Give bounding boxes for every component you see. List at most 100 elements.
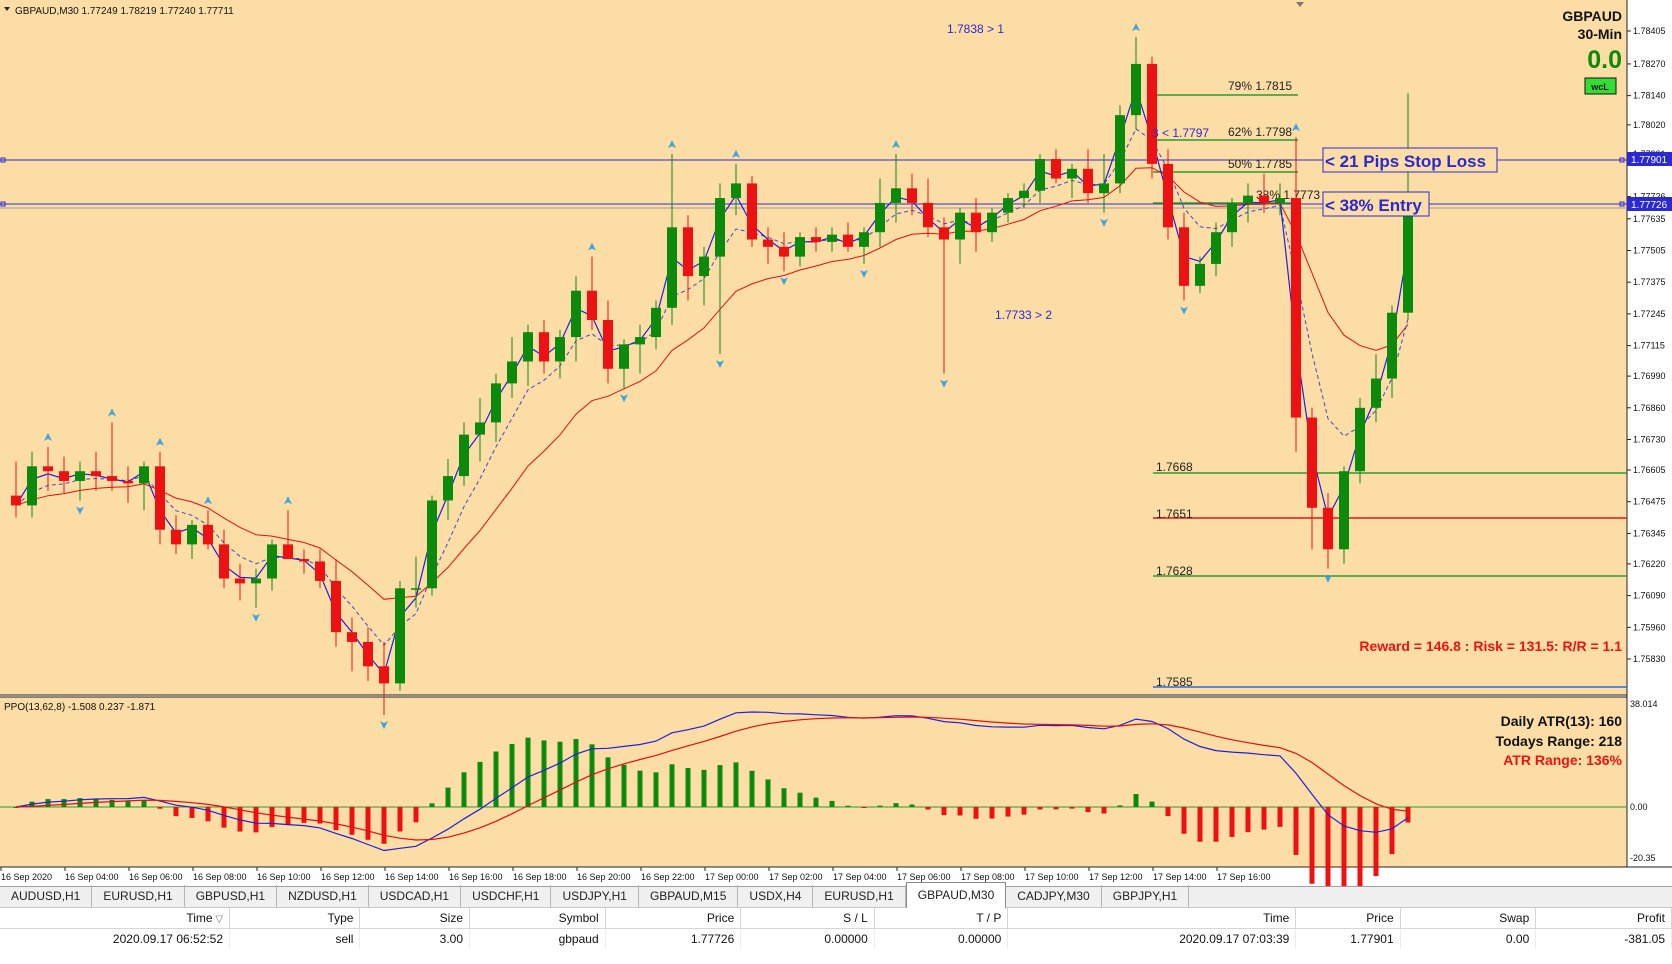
price-chart[interactable]: 79% 1.7815 62% 1.7798 50% 1.7785 38% 1.7… [0,0,1672,886]
ppo-histogram-bar [125,801,131,807]
candle-body [187,524,197,545]
ppo-histogram-bar [573,739,579,807]
time-axis[interactable]: 16 Sep 2020 16 Sep 04:00 16 Sep 06:00 16 Se… [0,867,1271,882]
candle-body [619,344,629,369]
level-label-2: 1.7651 [1156,507,1193,521]
ppo-histogram-bar [957,807,963,816]
trade-col-symbol[interactable]: Symbol [469,908,606,929]
ppo-fast-line [15,711,1409,852]
tab-audusd-h1[interactable]: AUDUSD,H1 [0,885,93,907]
tab-usdcad-h1[interactable]: USDCAD,H1 [369,885,462,907]
trade-cell: -381.05 [1535,928,1672,949]
tab-gbpjpy-h1[interactable]: GBPJPY,H1 [1102,885,1190,907]
trade-col-profit[interactable]: Profit [1535,908,1672,929]
ppo-title: PPO(13,62,8) -1.508 0.237 -1.871 [4,702,156,713]
ppo-histogram-bar [909,804,915,807]
candle-body [1387,312,1397,379]
candle-body [203,524,213,545]
price-tick-label: 1.76475 [1633,497,1666,507]
candle-body [971,212,981,233]
time-tick-label: 16 Sep 14:00 [385,872,439,882]
trade-row[interactable]: 2020.09.17 06:52:52 sell 3.00 gbpaud 1.77726… [0,928,1672,949]
stop-loss-handle-right[interactable] [1619,157,1625,163]
level-label-3: 1.7628 [1156,564,1193,578]
fib-79-price: 1.7815 [1255,79,1292,93]
chart-menu-icon[interactable] [4,7,10,11]
trade-col-t-p[interactable]: T / P [874,908,1009,929]
ppo-histogram-bar [1149,801,1155,807]
ma-mid [15,128,1409,647]
time-axis-background [0,867,1672,886]
stop-loss-label-box[interactable] [1322,147,1498,173]
candles [11,37,1413,716]
trade-col-size[interactable]: Size [359,908,470,929]
trade-col-s-l[interactable]: S / L [740,908,875,929]
price-tick-label: 1.78270 [1633,59,1666,69]
price-tick-label: 1.75830 [1633,654,1666,664]
low-levels: 1.7668 1.7651 1.7628 1.7585 [1153,460,1627,689]
entry-handle-right[interactable] [1619,201,1625,207]
candle-body [75,471,85,481]
time-tick-label: 17 Sep 08:00 [961,872,1015,882]
candle-body [795,237,805,257]
ppo-histogram-bar [1005,807,1011,817]
candle-body [91,471,101,477]
ppo-histogram-bar [221,807,227,828]
candle-body [587,290,597,321]
trade-col-time[interactable]: Time [0,908,231,929]
tab-usdx-h4[interactable]: USDX,H4 [738,885,814,907]
ppo-histogram-bar [525,737,531,807]
tab-eurusd-h1[interactable]: EURUSD,H1 [92,885,185,907]
entry-label-box[interactable] [1322,191,1430,217]
ppo-histogram-bar [1373,807,1379,877]
ppo-histogram-bar [1341,807,1347,886]
trade-col-price[interactable]: Price [605,908,742,929]
tab-cadjpy-m30[interactable]: CADJPY,M30 [1006,885,1102,907]
tab-nzdusd-h1[interactable]: NZDUSD,H1 [277,885,369,907]
ppo-histogram-bar [1389,807,1395,855]
trade-col-type[interactable]: Type [229,908,361,929]
candle-body [1307,417,1317,508]
stop-loss-handle-left[interactable] [0,157,6,163]
time-tick-label: 16 Sep 20:00 [577,872,631,882]
overlay-badge-text: wcL [1590,82,1609,92]
candle-body [379,666,389,684]
trade-col-time[interactable]: Time [1007,908,1297,929]
tab-gbpaud-m30[interactable]: GBPAUD,M30 [905,882,1007,908]
ppo-histogram-bar [13,807,19,808]
ppo-histogram-bar [61,799,67,807]
fractal-up [156,437,164,446]
price-tick-label: 1.76730 [1633,435,1666,445]
trade-cell: 1.77901 [1295,928,1401,949]
candle-body [11,495,21,506]
candle-body [747,183,757,240]
price-axis[interactable]: 1.78405 1.78270 1.78140 1.78020 1.77901 1.777… [1627,26,1666,664]
tab-gbpusd-h1[interactable]: GBPUSD,H1 [185,885,278,907]
candle-body [1163,163,1173,228]
level-label-4: 1.7585 [1156,675,1193,689]
candle-body [395,588,405,684]
main-chart-background [0,0,1627,695]
time-tick-label: 17 Sep 04:00 [833,872,887,882]
trade-col-swap[interactable]: Swap [1400,908,1537,929]
fractal-down [940,379,948,388]
fibonacci-levels: 79% 1.7815 62% 1.7798 50% 1.7785 38% 1.7… [1153,79,1320,204]
trade-col-price[interactable]: Price [1295,908,1401,929]
time-tick-label: 16 Sep 22:00 [641,872,695,882]
fractal-up [44,432,52,441]
fractal-up [284,496,292,505]
price-tick-label: 1.76345 [1633,528,1666,538]
tab-usdjpy-h1[interactable]: USDJPY,H1 [551,885,639,907]
candle-body [1403,200,1413,313]
ppo-histogram-bar [989,807,995,819]
tab-gbpaud-m15[interactable]: GBPAUD,M15 [639,885,739,907]
entry-handle-left[interactable] [0,201,6,207]
ppo-histogram-bar [1085,807,1091,813]
tab-eurusd-h1[interactable]: EURUSD,H1 [813,885,906,907]
ppo-histogram-bar [1261,807,1267,830]
chart-shift-icon[interactable] [1296,2,1304,7]
reward-risk-text: Reward = 146.8 : Risk = 131.5: R/R = 1.1 [1359,638,1622,654]
stop-loss-label: < 21 Pips Stop Loss [1325,152,1486,171]
tab-usdchf-h1[interactable]: USDCHF,H1 [461,885,552,907]
price-tick-label: 1.76990 [1633,371,1666,381]
